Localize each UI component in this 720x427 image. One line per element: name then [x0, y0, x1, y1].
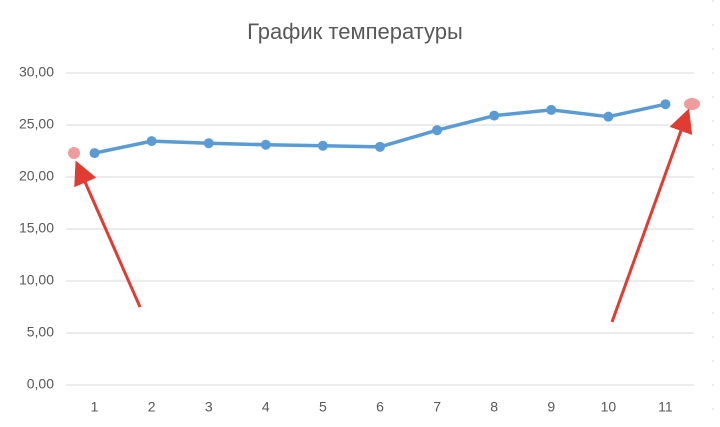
x-tick-label: 10	[601, 399, 617, 415]
x-tick-label: 9	[547, 399, 555, 415]
y-tick-label: 10,00	[19, 272, 54, 288]
y-tick-label: 20,00	[19, 168, 54, 184]
x-tick-label: 8	[490, 399, 498, 415]
data-point	[489, 110, 500, 121]
chart-title: График температуры	[247, 19, 463, 44]
y-tick-label: 5,00	[27, 324, 54, 340]
data-point	[146, 136, 157, 147]
x-tick-label: 6	[376, 399, 384, 415]
y-tick-label: 0,00	[27, 376, 54, 392]
x-tick-label: 5	[319, 399, 327, 415]
highlight-dot	[684, 98, 700, 110]
data-point	[203, 138, 214, 149]
x-tick-label: 1	[91, 399, 99, 415]
data-point	[432, 125, 443, 136]
data-point	[660, 99, 671, 110]
x-tick-label: 11	[658, 399, 673, 415]
arrow	[610, 108, 693, 323]
y-tick-label: 15,00	[19, 220, 54, 236]
x-tick-label: 3	[205, 399, 213, 415]
data-point	[375, 141, 385, 152]
x-tick-label: 4	[262, 399, 270, 415]
x-tick-label: 7	[433, 399, 441, 415]
arrow	[74, 160, 142, 308]
data-point	[317, 140, 328, 151]
y-tick-label: 25,00	[19, 116, 54, 132]
data-point	[260, 139, 271, 150]
data-point	[546, 104, 557, 115]
highlight-dot	[68, 147, 80, 159]
data-point	[89, 148, 100, 159]
x-tick-label: 2	[148, 399, 156, 415]
y-tick-label: 30,00	[19, 64, 54, 80]
plot-area: 0,00 5,00 10,00 15,00 20,00 25,00 30,00 1 2 3 4 5 6 7…	[19, 64, 694, 415]
data-point	[603, 111, 614, 122]
